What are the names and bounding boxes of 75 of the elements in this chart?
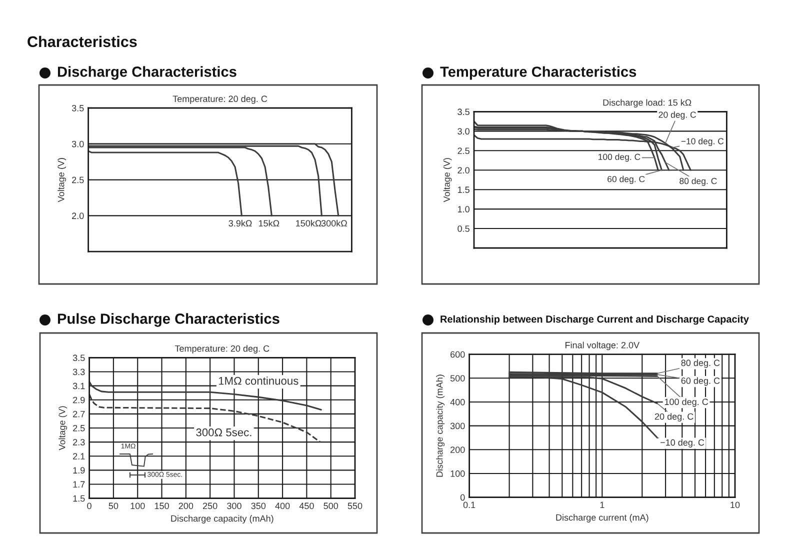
y-tick-label: 100 (450, 470, 465, 477)
y-tick-label: 1.7 (73, 481, 85, 488)
y-tick-label: 3.5 (72, 104, 84, 112)
series-label: 15kΩ (258, 220, 280, 226)
y-tick-label: 2.1 (73, 453, 85, 460)
y-tick-label: 2.7 (73, 410, 85, 418)
chart-subtitle: Discharge load: 15 kΩ (603, 99, 692, 108)
x-tick-label: 550 (348, 502, 362, 510)
y-tick-label: 2.3 (73, 439, 85, 446)
x-tick-label: 150 (154, 502, 169, 510)
series-label: 300Ω 5sec. (196, 428, 252, 436)
series-label: 3.9kΩ (228, 220, 252, 226)
y-tick-label: 300 (450, 422, 465, 430)
y-tick-label: 0 (460, 494, 465, 501)
chart-title: Temperature Characteristics (440, 66, 636, 80)
chart-subtitle: Temperature: 20 deg. C (172, 95, 268, 104)
x-tick-label: 100 (130, 502, 145, 510)
y-axis-title: Discharge capacity (mAh) (436, 374, 445, 477)
y-tick-label: 3.0 (72, 140, 84, 148)
y-axis-title: Voltage (V) (58, 158, 66, 202)
y-tick-label: 0.5 (458, 225, 470, 232)
text: 60 deg. C (608, 176, 645, 184)
y-tick-label: 3.1 (72, 382, 85, 390)
y-tick-label: 400 (450, 398, 465, 406)
series-label: 100 deg. C (598, 154, 640, 162)
x-tick-label: 400 (275, 502, 290, 510)
y-tick-label: 1.9 (73, 467, 85, 474)
y-tick-label: 1.0 (458, 206, 470, 212)
y-tick-label: 600 (450, 351, 465, 358)
y-tick-label: 1.5 (73, 495, 85, 502)
y-tick-label: 3.3 (72, 368, 85, 376)
x-tick-label: 0.1 (463, 502, 476, 508)
chart-subtitle: Temperature: 20 deg. C (174, 345, 270, 354)
y-tick-label: 2.9 (73, 396, 85, 404)
x-axis-title: Discharge current (mA) (556, 514, 648, 522)
series-label: 150kΩ (296, 220, 322, 226)
series-label: 300kΩ (321, 220, 347, 226)
x-tick-label: 200 (178, 502, 194, 510)
y-tick-label: 2.5 (73, 424, 85, 432)
x-tick-label: 10 (730, 502, 740, 508)
series-label: 1MΩ continuous (218, 376, 298, 385)
x-tick-label: 500 (324, 502, 338, 510)
series-label: −10 deg. C (681, 138, 724, 146)
y-tick-label: 3.5 (458, 108, 470, 116)
x-tick-label: 1 (600, 502, 604, 508)
y-tick-label: 500 (450, 375, 465, 382)
text: Characteristics (28, 36, 137, 48)
x-tick-label: 300 (227, 502, 242, 510)
y-tick-label: 3.0 (458, 128, 470, 135)
y-tick-label: 2.5 (72, 176, 84, 184)
y-tick-label: 2.5 (458, 148, 470, 154)
chart-title: Discharge Characteristics (58, 66, 236, 80)
x-tick-label: 450 (299, 502, 314, 510)
y-tick-label: 3.5 (72, 354, 85, 362)
x-tick-label: 50 (108, 502, 118, 510)
text: 60 deg. C (681, 377, 720, 386)
series-label: 80 deg. C (680, 178, 717, 186)
y-tick-label: 2.0 (72, 212, 84, 220)
y-tick-label: 2.0 (458, 167, 470, 174)
y-axis-title: Voltage (V) (443, 158, 452, 202)
y-tick-label: 1.5 (458, 186, 470, 193)
text: 80 deg. C (681, 359, 720, 368)
y-axis-title: Voltage (V) (58, 406, 68, 450)
text: 20 deg. C (658, 111, 696, 120)
series-label: −10 deg. C (660, 439, 704, 448)
chart-subtitle: Final voltage: 2.0V (566, 342, 640, 350)
chart-title: Relationship between Discharge Current and Discharge Capacity (440, 315, 749, 325)
x-tick-label: 250 (202, 502, 218, 510)
text: 100 deg. C (664, 398, 708, 407)
x-axis-title: Discharge capacity (mAh) (171, 515, 274, 524)
chart-title: Pulse Discharge Characteristics (58, 313, 280, 327)
x-tick-label: 0 (87, 502, 92, 510)
x-tick-label: 350 (251, 502, 266, 510)
series-label: 20 deg. C (654, 413, 694, 422)
y-tick-label: 200 (450, 446, 465, 453)
